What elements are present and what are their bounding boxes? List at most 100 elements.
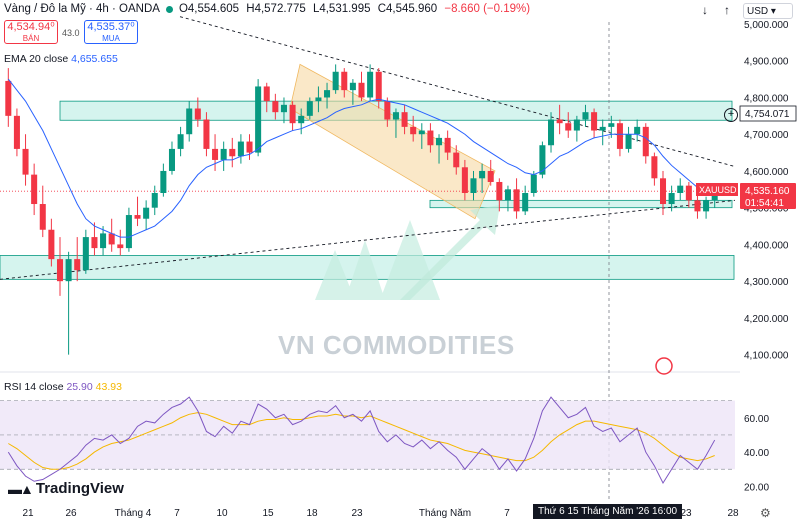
tradingview-logo: ▬▲ TradingView [8,480,124,497]
candle-body [186,108,193,135]
add-alert-icon[interactable]: + [724,108,738,122]
candle-body [315,97,322,102]
candle-body [375,71,382,102]
candle-body [108,233,115,245]
candle-body [625,134,632,149]
candle-body [548,119,555,146]
symbol-badge: XAUUSD [699,185,737,195]
candle-body [91,237,98,249]
price-tick-label: 4,800.000 [744,93,789,104]
candle-body [100,233,107,249]
candle-body [582,112,589,120]
ema-legend-value: 4,655.655 [71,53,118,65]
candle-body [48,229,55,260]
candle-body [229,148,236,157]
candle-body [470,178,477,193]
sell-price: 4,534.94⁰ [7,21,55,33]
chart-header: Vàng / Đô la Mỹ · 4h · OANDA O4,554.605 … [4,3,534,15]
candle-body [659,178,667,205]
candle-body [496,181,503,201]
time-tick-label: 28 [727,508,739,519]
candle-body [203,119,210,149]
time-tick-label: 7 [174,508,180,519]
candle-body [634,126,641,135]
rsi-tick-label: 20.00 [744,482,769,493]
buy-button[interactable]: 4,535.37⁰ MUA [84,20,138,44]
rsi-legend-value: 25.90 [66,381,93,393]
candle-body [703,200,710,212]
down-arrow-icon[interactable]: ↓ [702,3,708,17]
candle-body [117,244,124,249]
time-tick-label: 23 [680,508,692,519]
symbol-title[interactable]: Vàng / Đô la Mỹ · 4h · OANDA [4,3,160,15]
candle-body [151,193,158,208]
price-tick-label: 4,600.000 [744,167,789,178]
time-tick-label: Tháng Năm [418,508,472,519]
candle-body [56,259,64,282]
market-open-dot [165,5,173,13]
time-tick-label: 21 [22,508,34,519]
ohlc-change: −8.660 (−0.19%) [444,3,531,15]
ema-legend[interactable]: EMA 20 close 4,655.655 [4,53,118,65]
price-badge-value: 4,535.160 [745,186,790,197]
ema-legend-label: EMA 20 close [4,53,69,65]
ohlc-close: C4,545.960 [377,3,438,15]
candle-body [642,126,649,157]
candle-body [31,174,38,205]
candle-body [410,126,417,135]
candle-body [436,137,443,146]
candle-body [504,189,511,201]
price-tick-label: 4,200.000 [744,314,789,325]
price-tick-label: 5,000.000 [744,20,789,31]
settings-gear-icon[interactable]: ⚙ [760,506,771,520]
candle-body [168,148,175,171]
candle-body [479,170,486,179]
candle-body [220,148,227,160]
time-tick-label: 26 [65,508,77,519]
buy-label: MUA [102,34,120,43]
price-tick-label: 4,100.000 [744,351,789,362]
currency-select[interactable]: USD ▾ [743,3,793,19]
rsi-line [7,396,716,485]
candle-body [565,123,572,131]
spread-value: 43.0 [62,28,80,38]
candle-body [573,119,580,131]
time-tick-label: 7 [504,508,510,519]
candle-body [272,101,279,113]
candle-body [194,108,201,120]
candle-body [280,104,287,113]
candle-body [39,204,46,230]
candle-body [444,137,451,153]
price-tick-label: 4,900.000 [744,57,789,68]
ohlc-open: O4,554.605 [178,3,240,15]
up-arrow-icon[interactable]: ↑ [724,3,730,17]
candle-body [539,145,546,175]
support-zone-upper [429,199,733,209]
price-tick-label: 4,500.000 [744,204,789,215]
candle-body [418,130,425,135]
candle-body [134,215,141,219]
candle-body [599,126,606,131]
watermark-logo-icon [315,220,440,300]
rsi-legend-label: RSI 14 close [4,381,64,393]
symbol-badge-bg [696,183,738,196]
candle-body [74,259,81,271]
candle-body [513,189,520,212]
sell-button[interactable]: 4,534.94⁰ BÁN [4,20,58,44]
time-tick-label: 18 [306,508,318,519]
time-tick-label: 15 [262,508,274,519]
descending-channel [289,63,496,220]
level-badge: 4,754.071 [745,109,790,120]
ohlc-values: O4,554.605 H4,572.775 L4,531.995 C4,545.… [179,3,534,15]
candle-body [160,170,167,193]
candle-body [177,134,184,149]
sell-label: BÁN [22,34,40,43]
tradingview-mark-icon: ▬▲ [8,480,34,497]
candle-body [324,90,331,98]
candle-body [237,141,244,157]
candle-body [522,193,529,212]
price-badge-bg [740,183,796,209]
rsi-legend[interactable]: RSI 14 close 25.90 43.93 [4,381,122,393]
candle-body [212,148,219,160]
